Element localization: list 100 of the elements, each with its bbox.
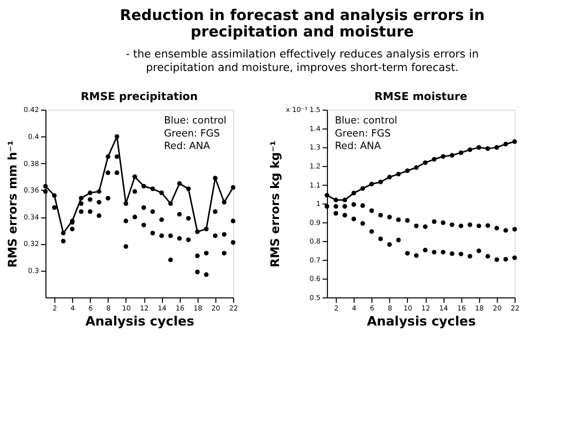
point (422, 224, 428, 229)
point (458, 150, 464, 156)
point (186, 186, 191, 192)
point (351, 202, 356, 207)
point (132, 214, 138, 220)
point (512, 255, 517, 260)
point (432, 156, 437, 162)
annotation: Green: FGS (164, 128, 220, 140)
point (204, 250, 209, 256)
annotation: Blue: control (334, 116, 398, 127)
point (150, 186, 155, 192)
point (369, 208, 374, 214)
point (485, 254, 490, 259)
point (222, 200, 226, 205)
point (70, 226, 75, 232)
point (405, 218, 410, 223)
point (360, 186, 366, 191)
point (106, 154, 110, 159)
point (334, 211, 338, 216)
point (414, 224, 419, 228)
point (168, 233, 173, 238)
point (106, 170, 110, 176)
point (342, 198, 348, 202)
point (369, 229, 374, 234)
point (450, 153, 454, 158)
point (351, 190, 356, 196)
point (195, 254, 200, 258)
point (458, 252, 464, 256)
point (186, 237, 191, 242)
point (396, 238, 401, 242)
point (141, 222, 146, 228)
point (432, 250, 437, 254)
point (124, 201, 128, 206)
point (114, 154, 120, 159)
annotation: Red: ANA (164, 141, 210, 152)
y-axis-title: RMS errors mm h⁻¹ (6, 140, 20, 268)
point (132, 174, 138, 180)
point (222, 250, 226, 256)
point (324, 192, 330, 198)
point (503, 256, 508, 262)
point (114, 134, 120, 139)
point (494, 145, 500, 150)
point (468, 254, 472, 259)
point (177, 236, 182, 241)
point (177, 181, 182, 186)
point (512, 226, 517, 232)
point (230, 218, 236, 224)
point (186, 216, 191, 221)
point (422, 248, 428, 252)
point (512, 139, 517, 144)
point (342, 212, 348, 218)
point (468, 147, 472, 152)
point (141, 184, 146, 188)
point (212, 209, 218, 214)
point (222, 232, 226, 237)
point (476, 145, 482, 150)
point (230, 240, 236, 245)
point (114, 170, 120, 176)
point (334, 204, 338, 209)
point (405, 168, 410, 174)
point (43, 184, 48, 188)
point (414, 165, 419, 170)
point (141, 205, 146, 210)
point (96, 189, 102, 194)
point (422, 160, 428, 165)
point (369, 182, 374, 186)
point (212, 233, 218, 238)
point (351, 216, 356, 222)
point (485, 146, 490, 151)
point (159, 233, 164, 238)
point (212, 176, 218, 180)
point (159, 217, 164, 222)
point (360, 203, 366, 208)
point (124, 244, 128, 249)
point (396, 217, 401, 222)
point (124, 218, 128, 224)
point (43, 189, 48, 194)
point (378, 180, 383, 184)
point (440, 220, 446, 226)
point (468, 222, 472, 228)
point (334, 198, 338, 202)
point (503, 142, 508, 146)
point (230, 185, 236, 190)
point (132, 189, 138, 194)
y-axis-title: RMS errors kg kg⁻¹ (268, 140, 282, 268)
point (387, 174, 392, 180)
point (360, 221, 366, 226)
point (494, 257, 500, 262)
point (342, 204, 348, 209)
point (96, 213, 102, 218)
point (88, 197, 92, 202)
point (60, 230, 66, 236)
point (78, 209, 84, 214)
point (440, 250, 446, 254)
point (195, 229, 200, 234)
point (414, 253, 419, 258)
point (60, 238, 66, 244)
point (387, 214, 392, 220)
point (88, 190, 92, 196)
point (168, 258, 173, 262)
